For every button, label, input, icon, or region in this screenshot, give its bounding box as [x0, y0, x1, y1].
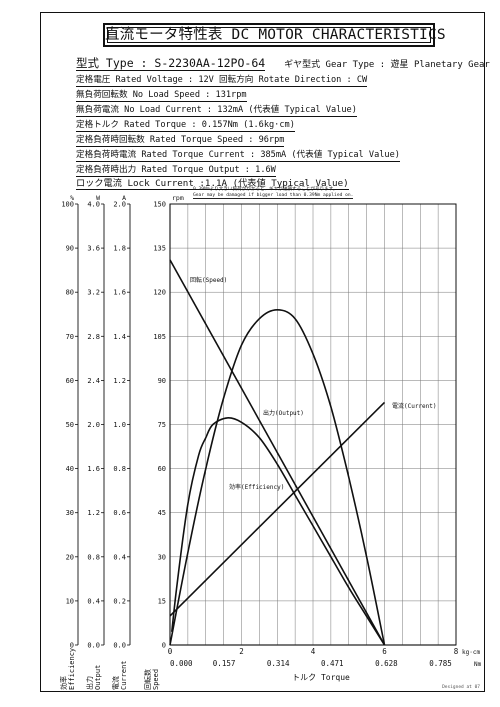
efficiency-tick-label: 50	[66, 421, 74, 429]
efficiency-series-line	[171, 417, 386, 646]
current-tick-label: 1.6	[113, 289, 126, 297]
output-tick-label: 1.6	[87, 465, 100, 473]
x-tick-label-nm: 0.628	[375, 659, 398, 668]
speed-axis-title-en: Speed	[152, 669, 160, 690]
output-series-label: 出力(Output)	[263, 409, 304, 417]
efficiency-tick-label: 80	[66, 289, 74, 297]
x-tick-label-nm: 0.000	[170, 659, 193, 668]
x-tick-label-nm: 0.157	[213, 659, 236, 668]
gear-type: ギヤ型式 Gear Type : 遊星 Planetary Gear	[284, 60, 490, 70]
spec-rated-speed: 定格負荷時回転数 Rated Torque Speed : 96rpm	[76, 135, 285, 147]
load-warning-jp: 0.39Nmより大きい負荷がかかると、ギヤが破損することがあります。	[193, 187, 338, 192]
current-tick-label: 0.8	[113, 465, 126, 473]
x-axis-title: トルク Torque	[292, 673, 350, 682]
current-axis-title-en: Current	[120, 660, 128, 690]
current-series-label: 電流(Current)	[392, 402, 437, 410]
spec-rated-output: 定格負荷時出力 Rated Torque Output : 1.6W	[76, 165, 276, 177]
efficiency-axis-title-jp: 効率	[59, 676, 68, 690]
output-tick-label: 4.0	[87, 201, 100, 209]
current-tick-label: 1.0	[113, 421, 126, 429]
x-unit-nm: Nm	[474, 661, 482, 668]
speed-tick-label: 60	[158, 465, 166, 473]
output-tick-label: 2.4	[87, 377, 100, 385]
speed-series-label: 回転(Speed)	[190, 276, 227, 284]
output-tick-label: 0.0	[87, 642, 100, 650]
type-label: 型式 Type	[76, 56, 141, 70]
efficiency-tick-label: 90	[66, 245, 74, 253]
speed-tick-label: 90	[158, 377, 166, 385]
current-tick-label: 1.2	[113, 377, 126, 385]
page-title: 直流モータ特性表 DC MOTOR CHARACTERISTICS	[103, 23, 446, 47]
x-tick-label-kgcm: 8	[454, 647, 459, 656]
x-tick-label-nm: 0.471	[321, 659, 344, 668]
speed-tick-label: 45	[158, 509, 166, 517]
output-tick-label: 3.2	[87, 289, 100, 297]
current-tick-label: 1.4	[113, 333, 126, 341]
efficiency-tick-label: 20	[66, 553, 74, 561]
current-tick-label: 0.4	[113, 553, 126, 561]
spec-rated-voltage: 定格電圧 Rated Voltage : 12V 回転方向 Rotate Dir…	[76, 75, 368, 87]
speed-series-line	[169, 259, 386, 646]
speed-tick-label: 15	[158, 597, 166, 605]
output-tick-label: 0.4	[87, 597, 100, 605]
spec-no-load-speed: 無負荷回転数 No Load Speed : 131rpm	[76, 90, 247, 102]
output-tick-label: 2.8	[87, 333, 100, 341]
speed-tick-label: 135	[153, 245, 166, 253]
output-series-line	[169, 308, 386, 646]
efficiency-tick-label: 100	[61, 201, 74, 209]
x-unit-kgcm: kg·cm	[462, 649, 480, 656]
current-series-line	[169, 401, 386, 617]
load-warning: 0.39Nmより大きい負荷がかかると、ギヤが破損することがあります。 Gear …	[193, 187, 354, 200]
efficiency-series-label: 効率(Efficiency)	[229, 483, 284, 491]
x-tick-label-kgcm: 6	[382, 647, 387, 656]
output-tick-label: 0.8	[87, 553, 100, 561]
spec-lock-current: ロック電流 Lock Current :1.1A (代表値 Typical Va…	[76, 178, 349, 190]
speed-tick-label: 120	[153, 289, 166, 297]
efficiency-tick-label: 0	[70, 642, 74, 650]
current-tick-label: 1.8	[113, 245, 126, 253]
x-tick-label-kgcm: 4	[311, 647, 316, 656]
speed-unit-label: rpm	[172, 194, 184, 202]
current-tick-label: 2.0	[113, 201, 126, 209]
efficiency-unit-label: %	[70, 194, 74, 202]
output-tick-label: 1.2	[87, 509, 100, 517]
current-unit-label: A	[122, 194, 126, 202]
speed-tick-label: 0	[162, 642, 166, 650]
efficiency-tick-label: 30	[66, 509, 74, 517]
footer-note: Designed at 07	[442, 684, 480, 690]
output-tick-label: 3.6	[87, 245, 100, 253]
load-warning-en: Gear may be damaged if bigger load than …	[193, 192, 354, 200]
current-tick-label: 0.6	[113, 509, 126, 517]
speed-tick-label: 105	[153, 333, 166, 341]
speed-axis-title-jp: 回転数	[143, 669, 152, 690]
type-value: : S-2230AA-12PO-64	[140, 56, 266, 70]
x-tick-label-kgcm: 0	[168, 647, 173, 656]
output-axis-title-jp: 出力	[85, 676, 94, 690]
spec-no-load-current: 無負荷電流 No Load Current : 132mA (代表値 Typic…	[76, 105, 357, 117]
model-type-line: 型式 Type : S-2230AA-12PO-64 ギヤ型式 Gear Typ…	[76, 55, 490, 71]
efficiency-tick-label: 70	[66, 333, 74, 341]
spec-rated-current: 定格負荷時電流 Rated Torque Current : 385mA (代表…	[76, 150, 400, 162]
output-axis-title-en: Output	[94, 665, 102, 690]
current-tick-label: 0.0	[113, 642, 126, 650]
speed-tick-label: 30	[158, 553, 166, 561]
efficiency-tick-label: 10	[66, 597, 74, 605]
current-axis-title-jp: 電流	[111, 676, 120, 690]
x-tick-label-kgcm: 2	[239, 647, 244, 656]
efficiency-tick-label: 40	[66, 465, 74, 473]
speed-tick-label: 150	[153, 201, 166, 209]
output-tick-label: 2.0	[87, 421, 100, 429]
efficiency-tick-label: 60	[66, 377, 74, 385]
x-tick-label-nm: 0.314	[267, 659, 290, 668]
datasheet-frame	[40, 12, 485, 692]
output-unit-label: W	[96, 194, 100, 202]
efficiency-axis-title-en: Efficiency	[68, 648, 76, 690]
current-tick-label: 0.2	[113, 597, 126, 605]
model-type: 型式 Type : S-2230AA-12PO-64	[76, 56, 266, 71]
spec-rated-torque: 定格トルク Rated Torque : 0.157Nm (1.6kg·cm)	[76, 120, 295, 132]
speed-tick-label: 75	[158, 421, 166, 429]
x-tick-label-nm: 0.785	[429, 659, 452, 668]
